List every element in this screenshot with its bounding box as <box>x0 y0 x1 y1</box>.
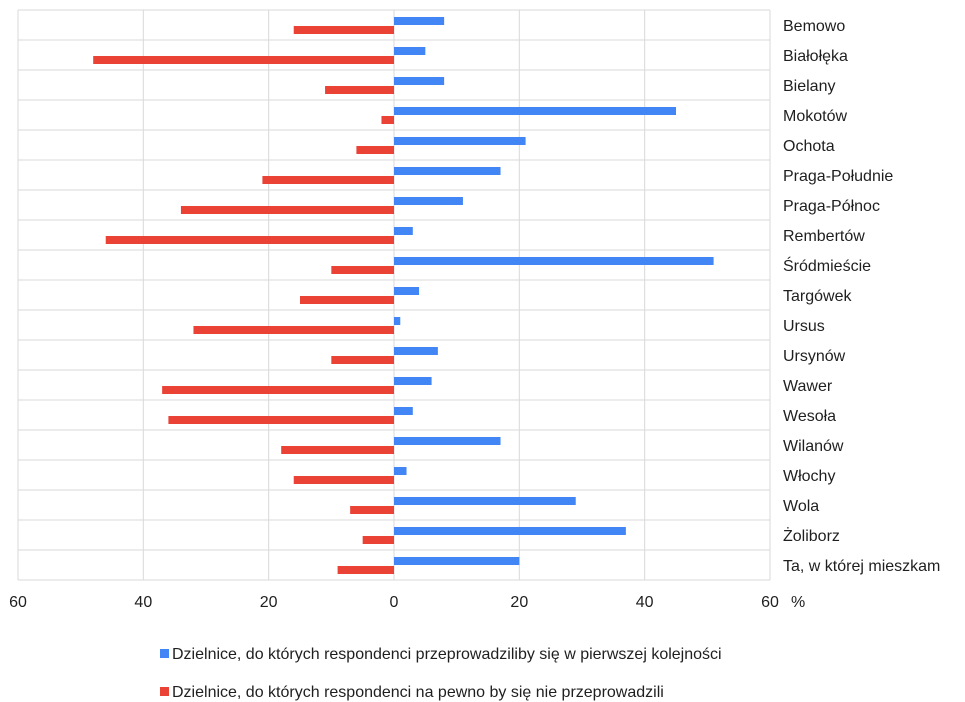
bar-never <box>180 206 394 214</box>
category-label: Ta, w której mieszkam <box>783 558 940 575</box>
bar-never <box>281 446 394 454</box>
x-tick-label: 0 <box>390 594 399 611</box>
category-label: Ursynów <box>783 348 846 365</box>
x-tick-label: 20 <box>510 594 528 611</box>
bar-first-choice <box>394 197 463 205</box>
bar-never <box>356 146 394 154</box>
legend-label-never: Dzielnice, do których respondenci na pew… <box>172 684 664 701</box>
bar-first-choice <box>394 227 413 235</box>
x-tick-label: 20 <box>260 594 278 611</box>
diverging-bar-chart: Bemowo Białołęka Bielany Mokotów Ochota Praga… <box>9 9 940 611</box>
bar-never <box>381 116 394 124</box>
category-label: Wawer <box>783 378 833 395</box>
x-axis-unit: % <box>791 594 805 611</box>
bar-first-choice <box>394 77 445 85</box>
category-label: Wesoła <box>783 408 836 425</box>
bar-never <box>331 266 394 274</box>
category-label: Śródmieście <box>783 256 871 275</box>
bar-first-choice <box>394 437 501 445</box>
legend-label-first-choice: Dzielnice, do których respondenci przepr… <box>172 646 722 663</box>
bar-never <box>300 296 394 304</box>
bar-never <box>93 56 394 64</box>
category-label: Włochy <box>783 468 835 485</box>
bar-never <box>331 356 394 364</box>
x-tick-label: 40 <box>636 594 654 611</box>
category-label: Białołęka <box>783 48 848 65</box>
bar-never <box>168 416 394 424</box>
category-label: Bielany <box>783 78 835 95</box>
category-label: Ochota <box>783 138 835 155</box>
category-label: Praga-Północ <box>783 198 880 215</box>
bar-first-choice <box>394 377 432 385</box>
x-tick-label: 60 <box>9 594 27 611</box>
bar-never <box>325 86 394 94</box>
bar-first-choice <box>394 557 520 565</box>
category-label: Praga-Południe <box>783 168 893 185</box>
bar-never <box>293 26 394 34</box>
category-label: Targówek <box>783 288 852 305</box>
bar-never <box>350 506 394 514</box>
bar-first-choice <box>394 317 401 325</box>
bar-first-choice <box>394 47 426 55</box>
bar-first-choice <box>394 107 676 115</box>
bar-never <box>362 536 394 544</box>
category-label: Mokotów <box>783 108 847 125</box>
bar-never <box>262 176 394 184</box>
category-label: Wilanów <box>783 438 844 455</box>
category-label: Ursus <box>783 318 825 335</box>
bar-never <box>293 476 394 484</box>
bar-first-choice <box>394 527 626 535</box>
legend-item-first-choice: Dzielnice, do których respondenci przepr… <box>160 646 722 664</box>
legend-swatch-first-choice <box>160 649 169 658</box>
bar-never <box>337 566 394 574</box>
legend-item-never: Dzielnice, do których respondenci na pew… <box>160 684 664 702</box>
bar-first-choice <box>394 347 438 355</box>
bar-first-choice <box>394 467 407 475</box>
bar-never <box>193 326 394 334</box>
bar-first-choice <box>394 287 420 295</box>
bar-first-choice <box>394 137 526 145</box>
category-label: Żoliborz <box>783 526 840 545</box>
bar-first-choice <box>394 257 714 265</box>
category-label: Bemowo <box>783 18 845 35</box>
category-label: Rembertów <box>783 228 865 245</box>
category-label: Wola <box>783 498 819 515</box>
bar-first-choice <box>394 497 576 505</box>
bar-first-choice <box>394 167 501 175</box>
bar-never <box>162 386 394 394</box>
x-tick-label: 40 <box>134 594 152 611</box>
bar-first-choice <box>394 17 445 25</box>
bar-first-choice <box>394 407 413 415</box>
bar-never <box>105 236 394 244</box>
legend-swatch-never <box>160 687 169 696</box>
x-tick-label: 60 <box>761 594 779 611</box>
